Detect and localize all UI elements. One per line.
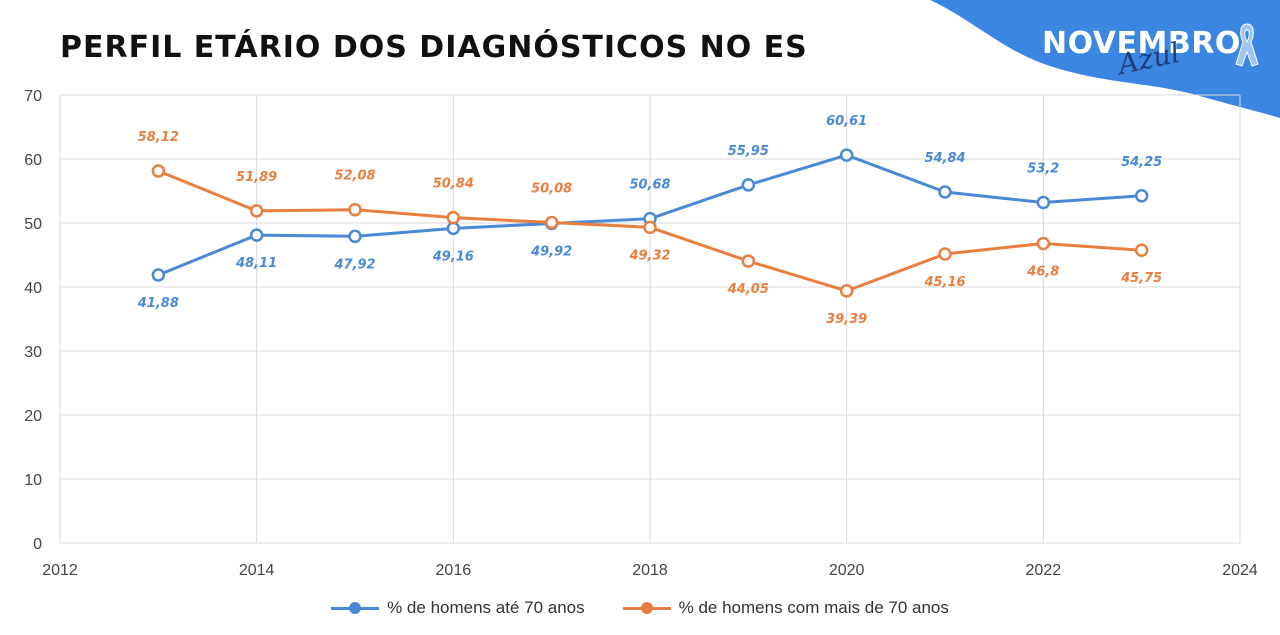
series-1-data-label: 53,2 (1027, 162, 1059, 177)
series-2-point (839, 284, 854, 298)
series-1-data-label: 50,68 (629, 178, 670, 193)
series-1-data-label: 54,84 (924, 151, 965, 166)
series-1-data-label: 48,11 (235, 256, 277, 271)
legend-swatch-series-1 (331, 601, 380, 615)
y-tick-label: 10 (24, 472, 42, 489)
series-1-data-label: 49,16 (432, 249, 474, 264)
series-2-data-label: 49,32 (628, 248, 670, 263)
series-2-point (446, 210, 461, 225)
series-1-point (938, 185, 952, 199)
awareness-ribbon-icon (1235, 23, 1259, 67)
legend-item-series-2: % de homens com mais de 70 anos (622, 598, 949, 618)
series-2-point (249, 204, 264, 218)
series-1-point (249, 228, 264, 242)
series-2-data-label: 44,05 (727, 282, 769, 297)
x-tick-label: 2022 (1026, 562, 1062, 579)
series-2-data-label: 46,8 (1026, 264, 1059, 279)
legend-swatch-series-2 (622, 601, 671, 615)
series-2-data-label: 51,89 (236, 170, 277, 185)
y-tick-label: 40 (24, 280, 42, 297)
series-2-point (544, 215, 559, 230)
brand-logo-text: NOVEMBRO (1042, 26, 1241, 61)
series-2-data-label: 39,39 (826, 312, 867, 327)
series-1-data-label: 41,88 (137, 296, 179, 311)
series-2-data-label: 50,84 (433, 177, 474, 192)
series-2-point (151, 164, 166, 178)
series-1-point (348, 229, 362, 244)
y-tick-label: 50 (24, 216, 42, 233)
series-2-data-label: 50,08 (531, 181, 572, 196)
chart-title: PERFIL ETÁRIO DOS DIAGNÓSTICOS NO ES (60, 30, 808, 65)
series-1-data-label: 47,92 (333, 257, 375, 272)
legend-label-series-2: % de homens com mais de 70 anos (678, 598, 949, 617)
series-2-point (1036, 236, 1051, 251)
y-tick-label: 70 (24, 88, 42, 105)
y-tick-label: 20 (24, 408, 42, 425)
x-tick-label: 2020 (829, 562, 865, 579)
series-1-data-label: 49,92 (530, 245, 572, 260)
x-tick-label: 2014 (239, 562, 275, 579)
series-2-data-label: 58,12 (138, 130, 179, 145)
series-2-data-label: 45,16 (923, 275, 965, 290)
series-1-point (446, 221, 461, 236)
series-1-data-label: 54,25 (1121, 155, 1162, 170)
chart-legend: % de homens até 70 anos % de homens com … (0, 598, 1280, 618)
y-tick-label: 0 (33, 536, 42, 553)
series-2-point (643, 220, 657, 235)
x-tick-label: 2018 (632, 562, 668, 579)
series-1-point (151, 268, 166, 282)
x-tick-label: 2016 (436, 562, 472, 579)
series-2-point (741, 254, 756, 268)
series-1-data-label: 60,61 (826, 114, 867, 129)
line-chart: 0 10 20 30 40 50 60 70 2012 2014 2016 2018 2020 2022 2… (24, 88, 1258, 579)
y-tick-label: 30 (24, 344, 42, 361)
series-2-point (1134, 243, 1149, 257)
legend-item-series-1: % de homens até 70 anos (331, 598, 585, 618)
series-2-data-label: 52,08 (334, 169, 375, 184)
series-1-point (741, 178, 756, 192)
series-1-data-label: 55,95 (728, 144, 769, 159)
x-tick-label: 2024 (1222, 562, 1258, 579)
series-1-point (1134, 189, 1149, 203)
series-1-point (1036, 195, 1051, 210)
x-tick-label: 2012 (42, 562, 78, 579)
series-2-data-label: 45,75 (1120, 271, 1162, 286)
y-tick-label: 60 (24, 152, 42, 169)
brand-wave-shape (930, 0, 1280, 118)
series-1-point (839, 148, 854, 162)
series-2-point (938, 247, 952, 261)
series-2-point (348, 202, 362, 217)
legend-label-series-1: % de homens até 70 anos (387, 598, 585, 617)
